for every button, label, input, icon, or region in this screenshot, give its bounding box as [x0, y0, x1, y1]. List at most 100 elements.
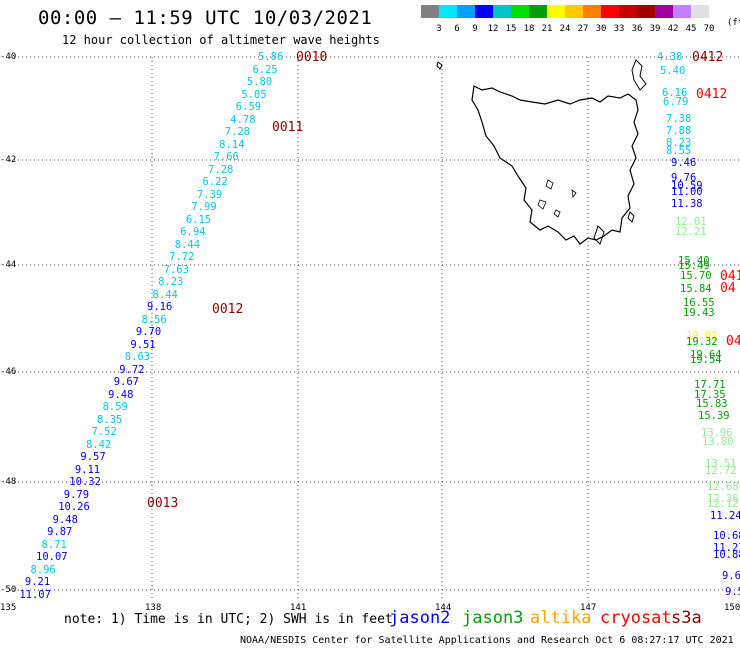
legend-swatch [457, 5, 475, 18]
wave-height-value: 8.35 [97, 413, 123, 426]
longitude-label: 138 [145, 603, 162, 613]
wave-height-value: 19.54 [690, 354, 722, 366]
wave-height-value: 12.01 [675, 216, 707, 228]
wave-height-value: 9.5 [725, 586, 740, 598]
satellite-name: cryosat [600, 608, 672, 628]
wave-height-value: 12.72 [705, 465, 737, 477]
wave-height-value: 10.07 [36, 551, 68, 563]
wave-height-value: 9.21 [24, 576, 51, 588]
wave-height-value: 9.60 [722, 570, 740, 582]
longitude-label: 147 [580, 603, 597, 613]
wave-height-value: 8.63 [124, 351, 151, 363]
legend-label: 3 [436, 24, 442, 34]
longitude-label: 144 [435, 603, 452, 613]
wave-height-value: 11.07 [19, 588, 51, 601]
tasmania-coastline [471, 85, 639, 245]
wave-height-value: 10.32 [69, 476, 101, 488]
legend-swatch [655, 5, 673, 18]
wave-height-value: 5.05 [241, 88, 267, 101]
legend-label: 70 [703, 24, 715, 34]
time-label: 041 [720, 269, 740, 284]
legend-swatch [421, 5, 439, 18]
wave-height-value: 12.68 [707, 481, 739, 493]
wave-height-value: 6.16 [662, 87, 688, 99]
lat-lon-grid [10, 56, 740, 600]
legend-label: 15 [505, 24, 517, 34]
legend-label: 18 [523, 24, 535, 34]
latitude-label: -46 [0, 367, 17, 377]
wave-height-value: 9.76 [671, 172, 697, 184]
wave-height-value: 4.38 [657, 51, 683, 63]
wave-height-value: 7.88 [666, 125, 692, 137]
footer-note: note: 1) Time is in UTC; 2) SWH is in fe… [64, 612, 393, 627]
satellite-name: altika [530, 608, 592, 628]
wave-height-value: 13.51 [705, 458, 737, 470]
legend-swatch [619, 5, 637, 18]
wave-height-value: 15.83 [696, 398, 728, 410]
wave-height-value: 8.14 [219, 138, 245, 151]
legend-label: 24 [559, 24, 571, 34]
wave-height-value: 9.70 [135, 326, 162, 338]
wave-height-value: 9.67 [113, 376, 139, 388]
wave-height-value: 7.66 [213, 151, 239, 163]
wave-height-value: 15.39 [698, 410, 730, 422]
legend-swatch [475, 5, 493, 18]
wave-height-value: 8.42 [85, 438, 112, 451]
wave-height-value: 7.28 [224, 126, 250, 138]
wave-height-value: 19.43 [683, 307, 715, 319]
time-label: 0412 [696, 87, 728, 102]
wave-height-value: 13.80 [702, 436, 734, 448]
wave-height-value: 11.38 [671, 198, 703, 210]
time-label: 04 [726, 334, 740, 349]
legend-label: 30 [595, 24, 607, 34]
wave-height-value: 6.79 [663, 96, 689, 108]
wave-height-value: 9.11 [74, 463, 101, 476]
wave-height-value: 9.48 [108, 388, 134, 401]
credit-line: NOAA/NESDIS Center for Satellite Applica… [240, 635, 734, 646]
legend-swatch [529, 5, 547, 18]
latitude-label: -48 [0, 477, 17, 487]
wave-height-value: 10.68 [713, 530, 740, 542]
wave-height-value: 9.46 [671, 157, 697, 169]
wave-height-value: 19.02 [686, 330, 718, 342]
wave-height-value: 12.36 [707, 493, 739, 505]
latitude-label: -50 [0, 585, 17, 595]
legend-label: 45 [685, 24, 697, 34]
maria-island [627, 211, 635, 223]
wave-height-value: 16.55 [683, 297, 715, 309]
wave-height-value: 10.26 [58, 501, 90, 513]
wave-height-value: 7.39 [196, 188, 223, 201]
legend-label: 27 [577, 24, 589, 34]
longitude-label: 150 [724, 603, 740, 613]
wave-height-value: 8.44 [174, 238, 201, 251]
legend-label: 12 [487, 24, 499, 34]
wave-height-value: 10.88 [713, 549, 740, 561]
wave-height-value: 11.00 [671, 186, 703, 198]
wave-height-value: 8.59 [102, 401, 128, 413]
satellite-name: jason3 [462, 608, 524, 628]
wave-height-value: 8.71 [41, 538, 67, 551]
wave-height-value: 5.80 [246, 76, 273, 88]
wave-height-value: 7.52 [91, 426, 117, 438]
wave-height-value: 9.79 [63, 488, 90, 501]
wave-height-value: 9.16 [147, 301, 173, 313]
flinders-island [631, 59, 647, 91]
time-label: 0012 [212, 302, 244, 317]
wave-height-value: 19.32 [686, 336, 718, 348]
bruny-island [593, 225, 605, 245]
wave-height-value: 5.86 [258, 51, 284, 63]
legend-swatch [547, 5, 565, 18]
legend-swatch [583, 5, 601, 18]
time-label: 0010 [296, 50, 328, 65]
wave-height-value: 6.25 [252, 63, 278, 76]
legend-label: 9 [472, 24, 478, 34]
latitude-label: -44 [0, 260, 17, 270]
wave-height-value: 8.23 [158, 276, 184, 288]
wave-height-value: 6.22 [202, 176, 228, 188]
wave-height-value: 9.72 [119, 363, 145, 376]
wave-height-value: 17.35 [694, 389, 726, 401]
wave-height-value: 8.56 [141, 313, 167, 326]
time-label: 04 [720, 281, 736, 296]
